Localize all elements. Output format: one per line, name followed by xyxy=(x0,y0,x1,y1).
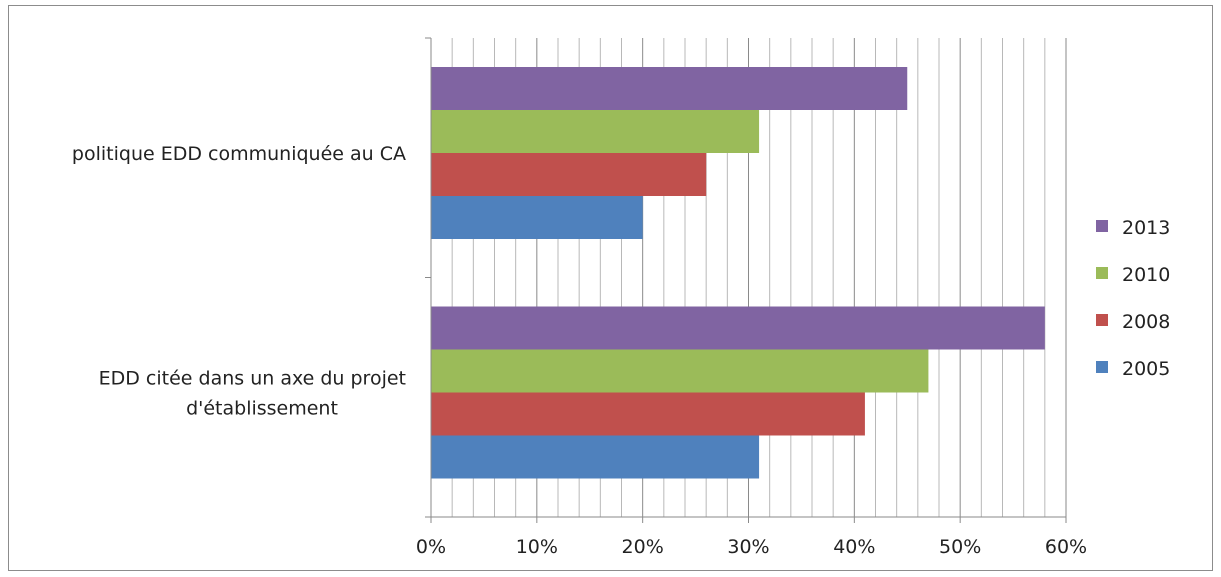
axes: politique EDD communiquée au CA EDD citée… xyxy=(72,37,1087,558)
x-tick-label: 50% xyxy=(939,536,981,558)
bars xyxy=(431,67,1045,479)
bar-2010-cat0 xyxy=(431,110,760,153)
bar-2010-cat1 xyxy=(431,349,929,393)
legend-swatch-2005 xyxy=(1096,361,1108,373)
bar-2013-cat1 xyxy=(431,306,1045,350)
legend-swatch-2010 xyxy=(1096,267,1108,279)
x-tick-label: 40% xyxy=(833,536,875,558)
legend-label-2008: 2008 xyxy=(1122,311,1170,333)
legend: 2013 2010 2008 2005 xyxy=(1096,217,1170,380)
bar-2005-cat1 xyxy=(431,435,760,479)
x-tick-label: 10% xyxy=(516,536,558,558)
category-label: politique EDD communiquée au CA xyxy=(72,143,406,165)
bar-2008-cat0 xyxy=(431,153,707,196)
x-tick-label: 20% xyxy=(622,536,664,558)
x-tick-label: 0% xyxy=(416,536,446,558)
x-tick-label: 60% xyxy=(1045,536,1087,558)
x-tick-label: 30% xyxy=(727,536,769,558)
legend-label-2010: 2010 xyxy=(1122,264,1170,286)
bar-2008-cat1 xyxy=(431,392,865,436)
category-label: d'établissement xyxy=(186,398,338,420)
bar-2013-cat0 xyxy=(431,67,908,110)
category-label: EDD citée dans un axe du projet xyxy=(99,368,406,390)
bar-2005-cat0 xyxy=(431,196,643,239)
legend-label-2013: 2013 xyxy=(1122,217,1170,239)
legend-label-2005: 2005 xyxy=(1122,358,1170,380)
legend-swatch-2013 xyxy=(1096,220,1108,232)
legend-swatch-2008 xyxy=(1096,314,1108,326)
